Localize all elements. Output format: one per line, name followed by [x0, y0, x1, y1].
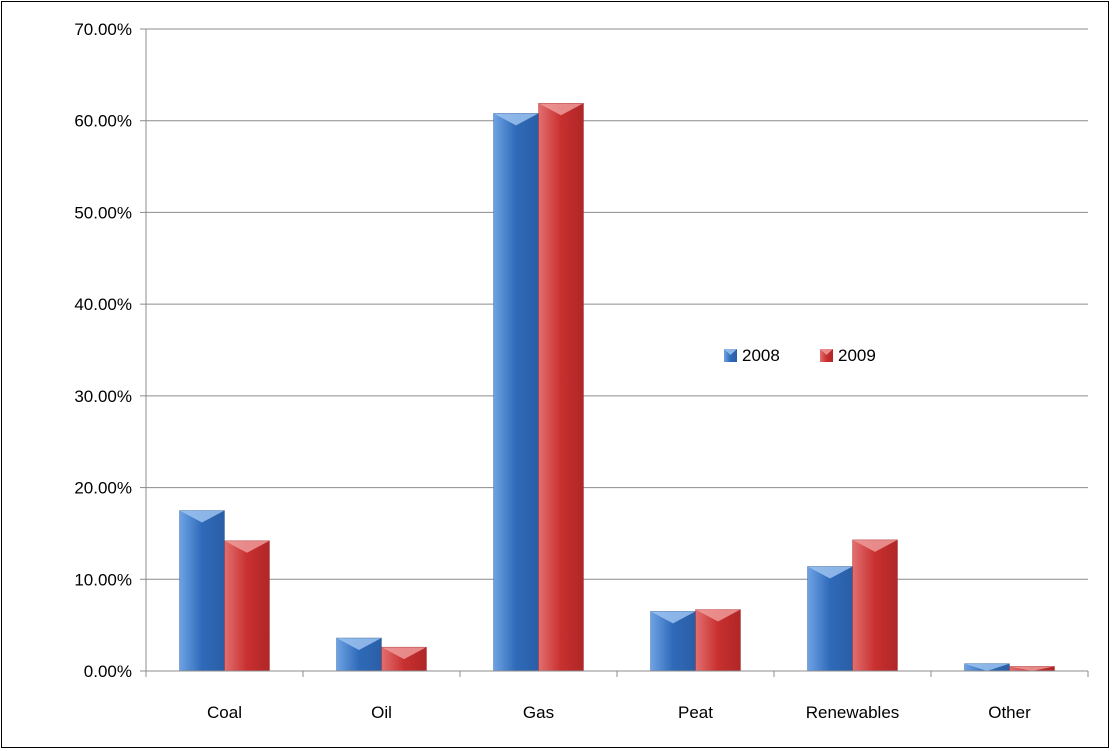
bar-body — [179, 510, 225, 671]
bar-renewables-2009 — [852, 539, 898, 672]
bar-cap — [852, 539, 898, 552]
bar-body — [493, 113, 539, 672]
bar-cap — [493, 113, 539, 126]
legend-swatch-cap — [724, 349, 737, 355]
bar-other-2009 — [1009, 666, 1055, 672]
bar-body — [807, 566, 853, 671]
legend-label: 2009 — [838, 346, 876, 365]
bar-cap — [964, 663, 1010, 671]
axes: 0.00% 10.00% 20.00% 30.00% 40.00% 50.00% 60.00… — [74, 20, 1089, 722]
bars — [179, 102, 1055, 672]
bar-cap — [381, 647, 427, 660]
legend-label: 2008 — [742, 346, 780, 365]
bar-cap — [538, 103, 584, 116]
bar-cap — [1009, 666, 1055, 671]
bar-gas-2009 — [538, 102, 584, 672]
x-tick-label: Peat — [678, 703, 713, 722]
x-tick-label: Oil — [371, 703, 392, 722]
legend: 2008 2009 — [724, 346, 876, 365]
legend-swatch-cap — [820, 349, 833, 355]
x-tick-label: Renewables — [806, 703, 900, 722]
y-tick-label: 50.00% — [74, 203, 132, 222]
y-tick-label: 0.00% — [84, 662, 132, 681]
x-tick-label: Other — [988, 703, 1031, 722]
bar-coal-2008 — [179, 510, 225, 672]
bar-renewables-2008 — [807, 566, 853, 672]
bar-cap — [179, 510, 225, 523]
bar-oil-2009 — [381, 646, 427, 672]
bar-coal-2009 — [224, 540, 270, 672]
bar-gas-2008 — [493, 113, 539, 672]
y-tick-label: 20.00% — [74, 479, 132, 498]
y-tick-label: 40.00% — [74, 295, 132, 314]
bar-body — [224, 540, 270, 671]
y-tick-label: 70.00% — [74, 20, 132, 39]
bar-body — [538, 103, 584, 671]
bar-cap — [695, 609, 741, 622]
bar-cap — [807, 566, 853, 579]
bar-body — [852, 539, 898, 671]
legend-swatch — [820, 349, 833, 362]
bar-peat-2008 — [650, 611, 696, 672]
bar-cap — [336, 637, 382, 650]
bar-peat-2009 — [695, 609, 741, 672]
bar-oil-2008 — [336, 637, 382, 672]
y-tick-label: 30.00% — [74, 387, 132, 406]
y-tick-label: 60.00% — [74, 112, 132, 131]
legend-item-2009: 2009 — [820, 346, 876, 365]
bar-cap — [650, 611, 696, 624]
legend-swatch — [724, 349, 737, 362]
x-tick-label: Gas — [523, 703, 554, 722]
legend-item-2008: 2008 — [724, 346, 780, 365]
bar-other-2008 — [964, 663, 1010, 672]
bar-cap — [224, 540, 270, 553]
gridlines — [146, 28, 1088, 580]
x-tick-label: Coal — [207, 703, 242, 722]
y-tick-label: 10.00% — [74, 570, 132, 589]
